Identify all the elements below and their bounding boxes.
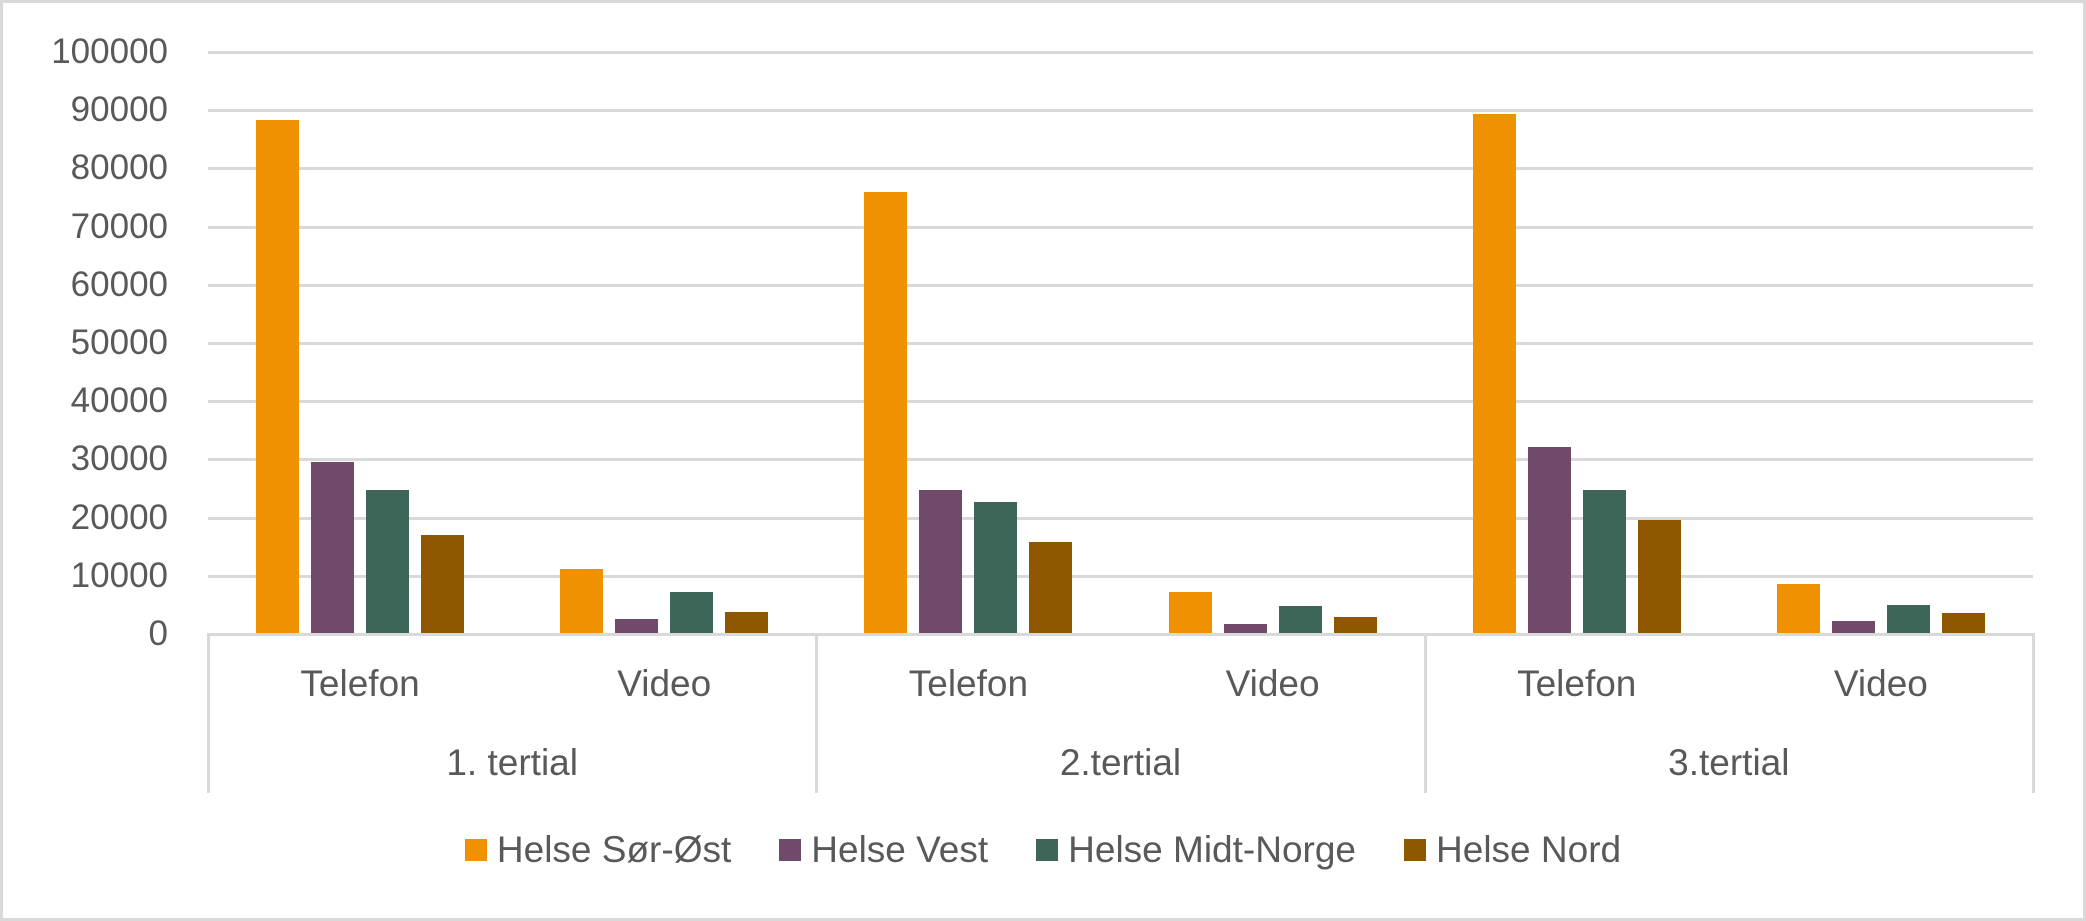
gridline bbox=[208, 283, 2033, 287]
gridline bbox=[208, 574, 2033, 578]
gridline bbox=[208, 516, 2033, 520]
y-tick-label: 10000 bbox=[70, 555, 168, 595]
x-group-divider bbox=[207, 633, 210, 793]
bar[interactable] bbox=[1333, 617, 1377, 634]
legend-swatch-icon bbox=[779, 839, 802, 861]
y-tick-label: 30000 bbox=[70, 439, 168, 479]
gridline bbox=[208, 458, 2033, 462]
x-group-label: 3.tertial bbox=[1668, 742, 1790, 783]
x-group-divider bbox=[815, 633, 819, 793]
x-category-label: Telefon bbox=[1517, 663, 1637, 704]
gridline bbox=[208, 109, 2033, 113]
bar[interactable] bbox=[421, 535, 465, 634]
bar[interactable] bbox=[725, 612, 769, 634]
legend-swatch-icon bbox=[1036, 839, 1059, 861]
y-tick-label: 70000 bbox=[70, 206, 168, 246]
legend: Helse Sør-Øst Helse Vest Helse Midt-Norge H… bbox=[0, 828, 2086, 872]
x-category-label: Video bbox=[617, 663, 712, 704]
gridline bbox=[208, 400, 2033, 404]
bar[interactable] bbox=[670, 592, 714, 634]
bar[interactable] bbox=[1776, 583, 1820, 634]
bar[interactable] bbox=[1582, 489, 1626, 634]
y-tick-label: 80000 bbox=[70, 148, 168, 188]
legend-item[interactable]: Helse Midt-Norge bbox=[1036, 828, 1356, 872]
bar[interactable] bbox=[1472, 114, 1516, 634]
bar[interactable] bbox=[560, 568, 604, 634]
gridline bbox=[208, 225, 2033, 229]
legend-label: Helse Sør-Øst bbox=[496, 829, 732, 870]
x-axis-line bbox=[208, 633, 2033, 636]
legend-label: Helse Vest bbox=[811, 829, 989, 870]
bar[interactable] bbox=[919, 489, 963, 634]
gridline bbox=[208, 51, 2033, 54]
legend-swatch-icon bbox=[464, 839, 487, 861]
legend-item[interactable]: Helse Sør-Øst bbox=[464, 828, 732, 872]
bar[interactable] bbox=[1637, 519, 1681, 634]
x-category-label: Telefon bbox=[908, 663, 1029, 704]
x-group-label: 1. tertial bbox=[446, 742, 578, 783]
bar[interactable] bbox=[1831, 621, 1875, 634]
y-tick-label: 0 bbox=[148, 614, 168, 653]
bar[interactable] bbox=[974, 501, 1018, 634]
bar[interactable] bbox=[311, 462, 355, 634]
y-tick-label: 90000 bbox=[70, 90, 168, 130]
gridline bbox=[208, 167, 2033, 171]
x-group-divider bbox=[1423, 633, 1427, 793]
y-tick-label: 40000 bbox=[70, 381, 168, 421]
legend-swatch-icon bbox=[1404, 839, 1427, 861]
bar[interactable] bbox=[366, 490, 410, 634]
x-category-label: Telefon bbox=[300, 663, 420, 704]
bar[interactable] bbox=[1527, 447, 1571, 634]
bar[interactable] bbox=[864, 191, 908, 634]
legend-label: Helse Midt-Norge bbox=[1068, 829, 1357, 870]
y-tick-label: 50000 bbox=[70, 323, 168, 362]
x-group-label: 2.tertial bbox=[1059, 742, 1182, 783]
bar[interactable] bbox=[1029, 542, 1073, 634]
gridline bbox=[208, 342, 2033, 345]
x-category-label: Video bbox=[1225, 663, 1320, 704]
bar[interactable] bbox=[1941, 613, 1985, 634]
y-tick-label: 100000 bbox=[51, 32, 168, 71]
bar[interactable] bbox=[256, 120, 300, 634]
bar[interactable] bbox=[1168, 592, 1212, 634]
bar[interactable] bbox=[1278, 606, 1322, 634]
bar[interactable] bbox=[615, 619, 659, 634]
legend-item[interactable]: Helse Vest bbox=[779, 828, 988, 872]
bar[interactable] bbox=[1886, 604, 1930, 634]
y-tick-label: 60000 bbox=[70, 264, 168, 304]
x-category-label: Video bbox=[1833, 663, 1928, 704]
legend-item[interactable]: Helse Nord bbox=[1404, 828, 1621, 872]
bar[interactable] bbox=[1223, 623, 1267, 634]
y-tick-label: 20000 bbox=[70, 497, 168, 537]
legend-label: Helse Nord bbox=[1436, 829, 1622, 870]
x-group-divider bbox=[2032, 633, 2035, 793]
